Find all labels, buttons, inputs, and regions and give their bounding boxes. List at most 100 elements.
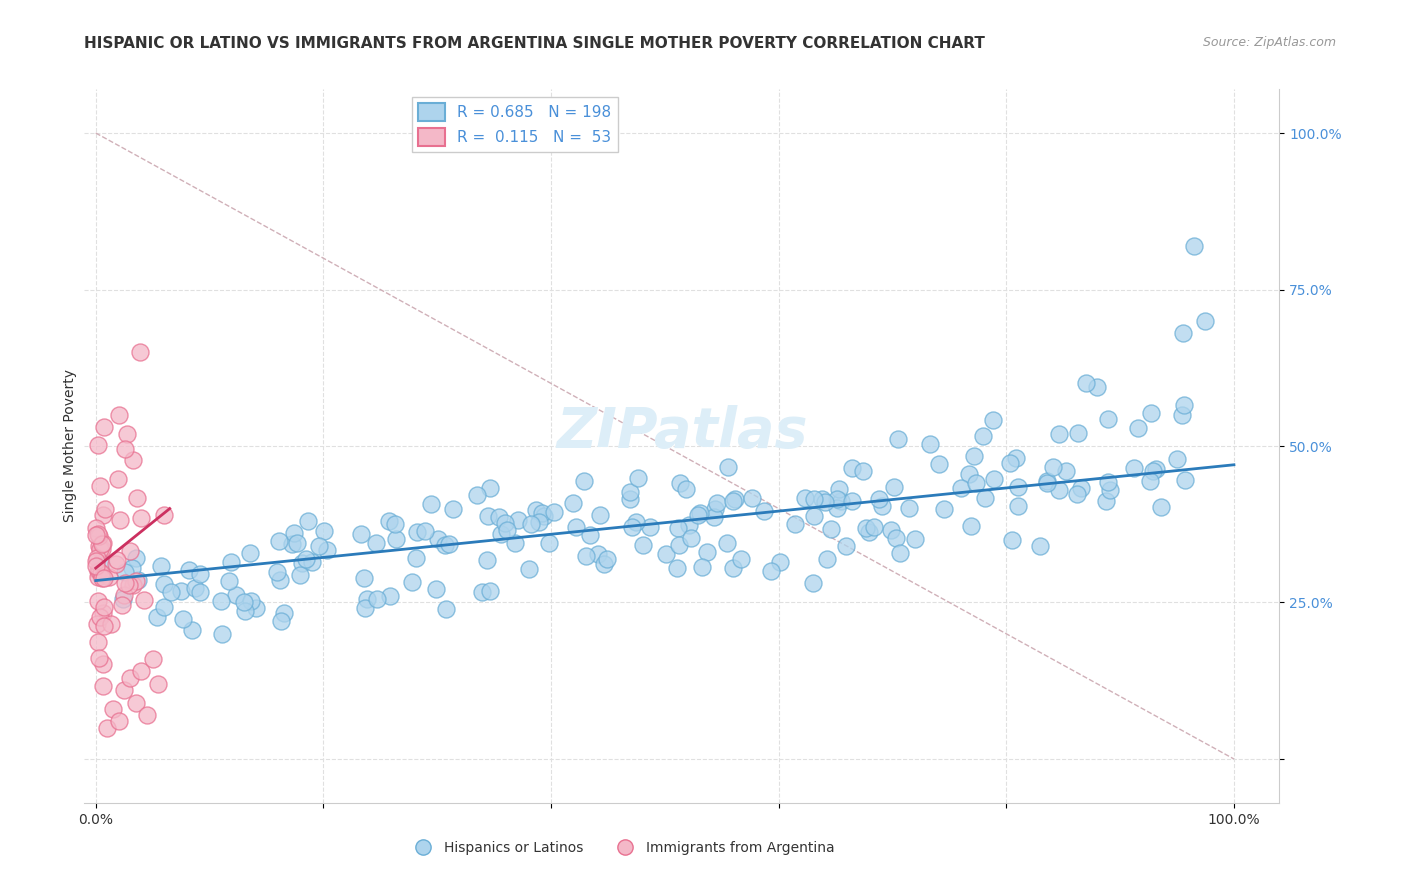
Point — [872, 499, 894, 513]
Point — [84, 528, 107, 542]
Point — [93, 571, 115, 585]
Point — [596, 552, 619, 566]
Point — [266, 566, 288, 580]
Point — [1194, 314, 1216, 328]
Legend: Hispanics or Latinos, Immigrants from Argentina: Hispanics or Latinos, Immigrants from Ar… — [404, 835, 841, 860]
Point — [1171, 326, 1194, 341]
Point — [90, 556, 112, 570]
Point — [686, 508, 709, 522]
Point — [297, 514, 319, 528]
Point — [678, 517, 700, 532]
Point — [188, 567, 211, 582]
Point — [858, 524, 880, 539]
Point — [703, 509, 725, 524]
Point — [887, 432, 910, 446]
Point — [741, 491, 763, 506]
Point — [586, 547, 609, 561]
Point — [281, 537, 304, 551]
Point — [89, 541, 111, 556]
Point — [90, 566, 112, 580]
Point — [129, 345, 152, 359]
Point — [1182, 238, 1205, 252]
Point — [285, 536, 308, 550]
Point — [1166, 451, 1188, 466]
Point — [219, 555, 242, 569]
Point — [959, 519, 981, 533]
Point — [716, 536, 738, 550]
Point — [385, 532, 408, 546]
Point — [441, 501, 464, 516]
Point — [294, 552, 316, 566]
Point — [153, 600, 176, 615]
Point — [291, 556, 314, 570]
Point — [769, 555, 792, 569]
Point — [675, 482, 697, 496]
Point — [1054, 464, 1077, 478]
Point — [495, 523, 517, 537]
Point — [972, 429, 994, 443]
Point — [184, 581, 207, 595]
Point — [963, 449, 986, 463]
Point — [638, 519, 661, 533]
Point — [508, 513, 530, 527]
Point — [91, 536, 114, 550]
Point — [427, 532, 450, 546]
Point — [94, 502, 117, 516]
Point — [111, 598, 134, 612]
Point — [1004, 450, 1026, 465]
Point — [863, 520, 886, 534]
Point — [783, 517, 806, 532]
Point — [830, 493, 852, 508]
Point — [928, 458, 950, 472]
Point — [801, 575, 824, 590]
Point — [1066, 487, 1088, 501]
Point — [589, 508, 612, 523]
Point — [153, 508, 176, 523]
Point — [689, 506, 711, 520]
Point — [811, 491, 834, 506]
Point — [524, 503, 547, 517]
Point — [91, 606, 114, 620]
Point — [91, 571, 114, 585]
Point — [562, 496, 585, 510]
Point — [706, 496, 728, 510]
Point — [107, 714, 129, 729]
Point — [101, 702, 124, 716]
Point — [721, 494, 744, 508]
Point — [433, 538, 456, 552]
Point — [1097, 475, 1119, 490]
Point — [353, 571, 375, 585]
Point — [1029, 539, 1052, 553]
Point — [1049, 483, 1071, 497]
Point — [825, 500, 848, 515]
Point — [107, 408, 129, 422]
Point — [1074, 376, 1097, 391]
Point — [520, 516, 543, 531]
Point — [107, 553, 129, 567]
Point — [218, 574, 240, 588]
Point — [724, 492, 747, 507]
Point — [356, 591, 378, 606]
Point — [619, 484, 641, 499]
Point — [239, 594, 262, 608]
Point — [679, 531, 702, 545]
Point — [668, 521, 690, 535]
Point — [1098, 483, 1121, 497]
Point — [488, 510, 510, 524]
Point — [1035, 474, 1057, 488]
Point — [378, 514, 401, 528]
Point — [841, 460, 863, 475]
Point — [349, 526, 371, 541]
Point — [91, 541, 114, 556]
Point — [1139, 475, 1161, 489]
Point — [238, 546, 260, 560]
Point — [730, 552, 752, 566]
Point — [489, 527, 512, 541]
Point — [627, 471, 650, 485]
Point — [86, 565, 108, 579]
Point — [855, 521, 877, 535]
Point — [669, 475, 692, 490]
Point — [172, 612, 194, 626]
Point — [93, 619, 115, 633]
Point — [478, 583, 501, 598]
